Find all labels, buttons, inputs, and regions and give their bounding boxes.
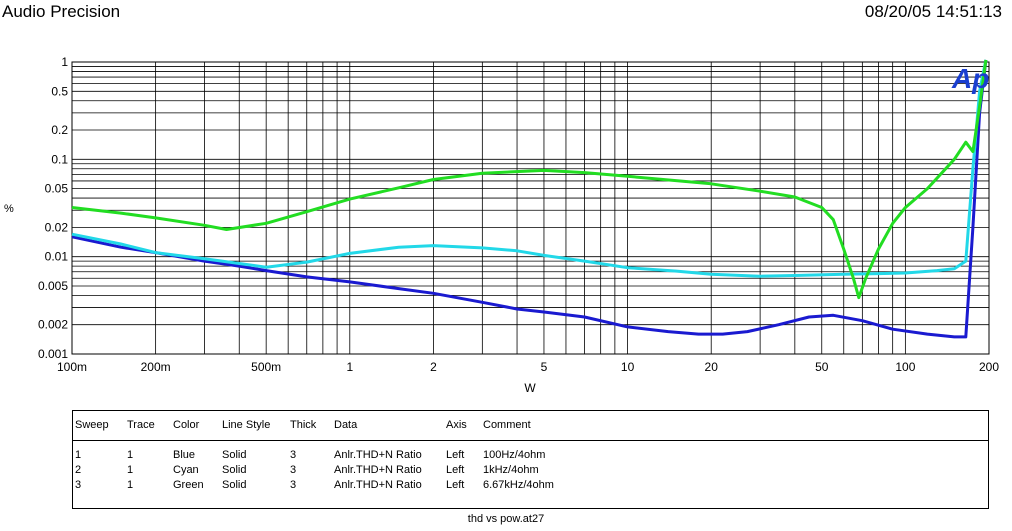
y-tick-label: 0.5 — [51, 84, 68, 98]
x-tick-label: 100 — [895, 360, 915, 374]
x-tick-label: 20 — [705, 360, 719, 374]
legend-cell: 1 — [75, 449, 82, 461]
legend-cell: 2 — [75, 464, 82, 476]
thd-vs-power-chart: 1 0.5 0.2 0.1 0.05 0.02 0.01 0.005 0.002 0.001 10… — [4, 55, 999, 395]
x-tick-label: 2 — [430, 360, 437, 374]
legend-cell: Anlr.THD+N Ratio — [334, 449, 422, 461]
series-line — [71, 59, 988, 339]
legend-table: Sweep Trace Color Line Style Thick Data Axis Co… — [72, 410, 989, 509]
y-tick-label: 0.01 — [45, 250, 69, 264]
legend-cell: Solid — [222, 464, 247, 476]
legend-header-cell: Thick — [290, 419, 317, 431]
x-tick-label: 500m — [251, 360, 281, 374]
legend-header-cell: Axis — [446, 419, 467, 431]
legend-cell: 3 — [290, 464, 297, 476]
legend-header-cell: Color — [173, 419, 200, 431]
x-tick-label: 200 — [979, 360, 999, 374]
legend-cell: Left — [446, 479, 465, 491]
legend-cell: Solid — [222, 479, 247, 491]
y-tick-label: 0.1 — [51, 152, 68, 166]
y-tick-label: 0.001 — [38, 347, 68, 361]
legend-cell: Left — [446, 449, 465, 461]
y-tick-label: 0.002 — [38, 318, 68, 332]
x-axis-label: W — [524, 381, 536, 395]
legend-cell: 3 — [290, 479, 297, 491]
legend-cell: Left — [446, 464, 465, 476]
x-tick-label: 50 — [815, 360, 829, 374]
x-tick-label: 5 — [541, 360, 548, 374]
legend-cell: Anlr.THD+N Ratio — [334, 479, 422, 491]
chart-series — [71, 59, 988, 339]
file-name: thd vs pow.at27 — [467, 513, 545, 525]
y-tick-label: 0.05 — [45, 182, 69, 196]
legend-cell: Green — [173, 479, 204, 491]
series-line — [71, 59, 988, 278]
app-title: Audio Precision — [2, 2, 121, 21]
legend-cell: 3 — [290, 449, 297, 461]
legend-cell: Anlr.THD+N Ratio — [334, 464, 422, 476]
y-tick-labels: 1 0.5 0.2 0.1 0.05 0.02 0.01 0.005 0.002 0.001 — [38, 55, 68, 361]
legend-divider — [73, 440, 988, 441]
legend-cell: 1kHz/4ohm — [483, 464, 539, 476]
legend-cell: 6.67kHz/4ohm — [483, 479, 554, 491]
y-tick-label: 0.2 — [51, 123, 68, 137]
legend-cell: 1 — [127, 479, 134, 491]
legend-header-cell: Data — [334, 419, 358, 431]
series-line — [71, 59, 988, 300]
legend-cell: 100Hz/4ohm — [483, 449, 546, 461]
y-axis-label: % — [4, 203, 14, 215]
legend-cell: Solid — [222, 449, 247, 461]
legend-header-cell: Comment — [483, 419, 531, 431]
x-tick-label: 200m — [141, 360, 171, 374]
legend-cell: Blue — [173, 449, 196, 461]
x-tick-label: 1 — [346, 360, 353, 374]
x-tick-labels: 100m 200m 500m 1 2 5 10 20 50 100 200 — [57, 360, 999, 374]
y-tick-label: 0.02 — [45, 220, 69, 234]
ap-logo: Ap — [951, 63, 989, 94]
x-tick-label: 100m — [57, 360, 87, 374]
legend-cell: 1 — [127, 449, 134, 461]
y-tick-label: 0.005 — [38, 279, 68, 293]
timestamp: 08/20/05 14:51:13 — [864, 2, 1002, 21]
legend-cell: 1 — [127, 464, 134, 476]
y-tick-label: 1 — [61, 55, 68, 69]
legend-header-cell: Trace — [127, 419, 155, 431]
legend-header-cell: Line Style — [222, 419, 271, 431]
legend-cell: 3 — [75, 479, 82, 491]
x-tick-label: 10 — [621, 360, 635, 374]
legend-cell: Cyan — [173, 464, 199, 476]
legend-header-cell: Sweep — [75, 419, 109, 431]
